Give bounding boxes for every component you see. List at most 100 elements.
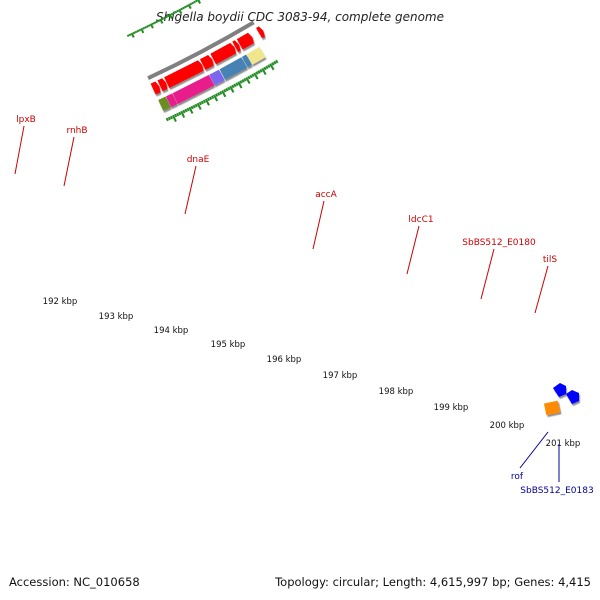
- gene-label: tilS: [543, 255, 558, 265]
- cds-arrow: [236, 32, 254, 50]
- ruler-tick: [197, 0, 202, 4]
- ruler-tick: [213, 94, 219, 102]
- gene-label: rof: [511, 472, 524, 482]
- cds-arrow: [157, 78, 168, 92]
- ruler-tick: [243, 78, 247, 82]
- ruler-tick: [168, 13, 173, 20]
- ruler-tick: [144, 26, 147, 29]
- ruler-tick: [181, 6, 185, 10]
- ruler-tick: [202, 99, 207, 104]
- ruler-tick: [128, 33, 132, 37]
- inner-tick-ring: [126, 0, 202, 38]
- ruler-label: 201 kbp: [546, 439, 581, 449]
- ruler-tick: [180, 110, 186, 118]
- ruler-tick: [170, 12, 174, 16]
- gene-label-leader: [480, 248, 495, 300]
- ruler-label: 196 kbp: [267, 355, 302, 365]
- functional-segment: [246, 46, 266, 65]
- ruler-tick: [235, 82, 239, 87]
- gene-label: accA: [315, 190, 337, 200]
- cds-arrow: [256, 26, 265, 39]
- gene-label: SbBS512_E0180: [462, 238, 536, 248]
- ruler-tick: [147, 24, 151, 27]
- ruler-tick: [176, 112, 180, 117]
- gene-label-leader: [312, 200, 325, 250]
- ruler-tick: [191, 1, 194, 5]
- gene-label: dnaE: [187, 155, 210, 165]
- ruler-tick: [198, 101, 202, 106]
- ruler-tick: [166, 14, 170, 18]
- ruler-tick: [169, 115, 174, 120]
- ruler-tick: [196, 102, 202, 110]
- ruler-tick: [136, 29, 140, 33]
- cds-arrow: [150, 81, 161, 95]
- ruler-tick: [134, 30, 138, 34]
- ruler-tick: [204, 98, 210, 106]
- gene-label-leader: [534, 265, 549, 314]
- cds-arrow: [232, 40, 241, 53]
- ruler-tick: [155, 20, 159, 24]
- ruler-tick: [174, 10, 178, 14]
- ruler-tick: [200, 100, 204, 105]
- ruler-tick: [192, 104, 196, 109]
- ruler-tick: [233, 83, 237, 88]
- ruler-tick: [219, 91, 223, 95]
- ruler-tick: [267, 64, 271, 69]
- ruler-tick: [182, 109, 186, 114]
- ruler-tick: [138, 28, 142, 32]
- cds-arrow: [164, 60, 204, 89]
- ruler-tick: [187, 3, 192, 10]
- accession-text: Accession: NC_010658: [9, 575, 140, 589]
- ruler-tick: [269, 63, 275, 71]
- backbone-track: [147, 20, 255, 81]
- functional-segment: [219, 57, 248, 80]
- functional-segment: [209, 69, 225, 86]
- gene-label-leader: [63, 136, 75, 187]
- ruler-tick: [247, 75, 251, 80]
- ruler-label: 193 kbp: [99, 312, 134, 322]
- ruler-tick: [259, 69, 263, 73]
- ruler-label: 200 kbp: [490, 421, 525, 431]
- gene-label-leader: [14, 125, 25, 175]
- ruler-tick: [263, 66, 267, 71]
- ruler-tick: [275, 59, 279, 64]
- ruler-tick: [176, 9, 180, 13]
- ruler-tick: [153, 21, 157, 25]
- ruler-tick: [231, 84, 235, 89]
- ruler-tick: [193, 0, 196, 4]
- ruler-tick: [172, 114, 177, 122]
- gene-label: ldcC1: [408, 215, 433, 225]
- gene-label-group: lpxB rnhB dnaE accA ldcC1 SbBS512_E0180 tilS ro…: [14, 115, 594, 496]
- gene-label-leader: [184, 165, 197, 215]
- ruler-tick: [180, 7, 183, 11]
- ruler-tick: [130, 32, 135, 38]
- ruler-tick: [149, 23, 154, 29]
- ruler-tick: [211, 95, 215, 99]
- ruler-tick: [249, 74, 253, 79]
- functional-segment: [172, 74, 215, 104]
- ruler-tick: [265, 65, 269, 70]
- topology-text: Topology: circular; Length: 4,615,997 bp…: [275, 575, 591, 589]
- ruler-tick: [186, 107, 190, 112]
- ruler-label: 197 kbp: [323, 371, 358, 381]
- ruler-label: 195 kbp: [211, 340, 246, 350]
- ruler-tick: [223, 89, 227, 93]
- ruler-tick: [253, 72, 259, 80]
- ruler-tick: [184, 108, 188, 113]
- reverse-cds-arrow: [566, 390, 579, 404]
- ruler-tick: [190, 105, 194, 110]
- ruler-tick: [194, 103, 198, 108]
- gene-label-leader: [406, 225, 420, 275]
- ruler-tick: [251, 73, 255, 78]
- ruler-tick: [237, 81, 243, 89]
- map-title: Shigella boydii CDC 3083-94, complete ge…: [155, 10, 445, 24]
- ruler-tick: [126, 34, 130, 37]
- ruler-tick: [245, 76, 251, 85]
- ruler-label: 194 kbp: [154, 326, 189, 336]
- gene-label-leader: [519, 431, 549, 469]
- ruler-tick: [271, 62, 275, 66]
- ruler-tick: [183, 5, 187, 9]
- gene-label: lpxB: [16, 115, 36, 125]
- ruler-label: 199 kbp: [434, 403, 469, 413]
